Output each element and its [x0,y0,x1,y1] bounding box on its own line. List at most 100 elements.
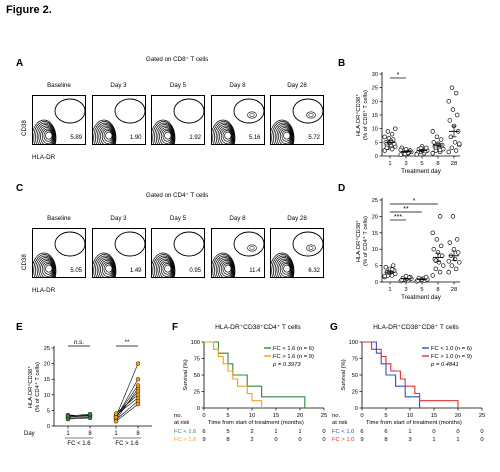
at-risk-value: 0 [480,437,483,443]
y-tick-label: 10 [372,247,378,253]
survival-curve [204,341,263,408]
panel-e-paired-chart: 0 5 10 15 20 25 HLA-DR⁺CD38⁺ (% of CD4⁺ T cells… [24,339,152,447]
at-risk-value: 0 [456,429,459,435]
contour-line [155,124,174,144]
contour-line [213,122,234,144]
x-tick-label: 3 [404,161,407,167]
panel-c-column-label: Day 5 [169,215,187,222]
contour-line [45,131,53,140]
contour-line [271,254,294,277]
panel-a-gate-percentage: 1.90 [129,135,142,141]
pair-point [87,415,93,421]
panel-a-gate-percentage: 1.92 [189,135,201,141]
pair-line [115,400,139,420]
pair-point [135,392,141,398]
y-tick-label: 25 [372,86,378,92]
data-point [437,214,443,219]
y-tick-label: 0 [375,154,378,160]
data-point [446,259,451,264]
contour-line [154,122,175,144]
data-point [389,267,395,272]
contour-line [103,263,113,275]
contour-line [33,254,56,277]
contour-line [35,122,56,144]
data-point [447,240,453,245]
contour-line [94,122,115,144]
contour-line [40,260,54,277]
y-tick-label: 25 [194,390,200,396]
at-risk-row-label: FC > 1.0 [332,437,354,443]
y-tick-label: 20 [372,214,378,220]
y-tick-label: 100 [191,340,200,346]
panel-a-contour-plot: 5.16 [210,95,265,145]
significance-label: * [413,198,416,205]
contour-line [36,124,55,144]
activated-population [246,244,257,252]
y-axis-title: HLA-DR⁺CD38⁺ [27,366,34,409]
panel-c-contour-svg [152,231,204,277]
significance-label: ** [403,206,409,213]
gate-ellipse [54,231,85,257]
data-point [389,131,395,137]
data-point [398,147,403,153]
contour-line [218,260,233,277]
at-risk-header: at risk [174,420,190,426]
y-tick-label: 20 [372,99,378,105]
gate-ellipse [292,98,323,124]
panel-a-contour-plot: 1.92 [151,95,205,145]
panel-a-contour-svg [211,98,264,144]
x-tick-label: 8 [436,161,439,167]
panel-a-gate-percentage: 5.72 [308,135,320,141]
y-tick-label: 75 [352,357,358,363]
contour-line [211,121,235,144]
contour-line [97,258,114,277]
contour-line [96,124,115,144]
data-point [434,237,440,242]
data-point [453,266,459,272]
panel-letter-b: B [338,58,346,69]
panel-c-contour-svg [92,231,145,277]
contour-line [103,130,113,142]
pair-point [135,383,141,388]
figure-title: Figure 2. [6,4,52,16]
at-risk-value: 0 [322,437,325,443]
legend-label: FC < 1.0 (n = 6) [431,346,472,352]
y-tick-label: 0 [355,406,358,412]
panel-b-scatter-chart: 0 5 10 15 20 25 30 1 3 5 8 28 Treatment day HLA-DR⁺CD… [355,72,462,175]
contour-line [216,258,233,277]
y-axis-title: Survival (%) [183,359,189,390]
at-risk-value: 5 [226,429,229,435]
at-risk-value: 1 [274,429,277,435]
contour-line [33,121,56,144]
pair-point [87,411,93,417]
contour-line [215,124,234,144]
contour-line [99,260,114,277]
data-point [449,85,455,90]
activated-population [248,246,254,250]
contour-line [222,130,232,142]
activated-population [306,111,316,119]
panel-c-contour-svg [271,231,323,277]
panel-c-y-label: CD38 [21,254,28,270]
panel-letter-g: G [330,322,338,333]
contour-line [159,127,173,144]
at-risk-value: 2 [250,437,253,443]
panel-a-y-label: CD38 [21,120,28,136]
contour-line [36,257,55,277]
activated-population [308,246,314,250]
x-tick-label: 5 [420,161,423,167]
x-tick-label: 8 [88,431,92,437]
y-tick-label: 5 [375,140,378,146]
contour-line [101,128,113,144]
panel-a-column-label: Day 8 [229,82,246,89]
data-point [430,129,435,134]
panel-a-column-label: Day 28 [287,82,307,89]
pair-point [135,377,141,382]
gate-ellipse [114,98,145,124]
gate-ellipse [54,98,85,124]
y-tick-label: 30 [372,72,378,78]
legend-label: FC < 1.6 (n = 6) [273,346,314,352]
y-axis-title: HLA-DR⁺CD38⁺ [355,94,362,137]
panel-c-flow-plots: Baseline 5.05 Day 3 1.49 Day 5 0.95 Day 8 11.4 D… [32,215,324,284]
pair-line [67,414,91,417]
